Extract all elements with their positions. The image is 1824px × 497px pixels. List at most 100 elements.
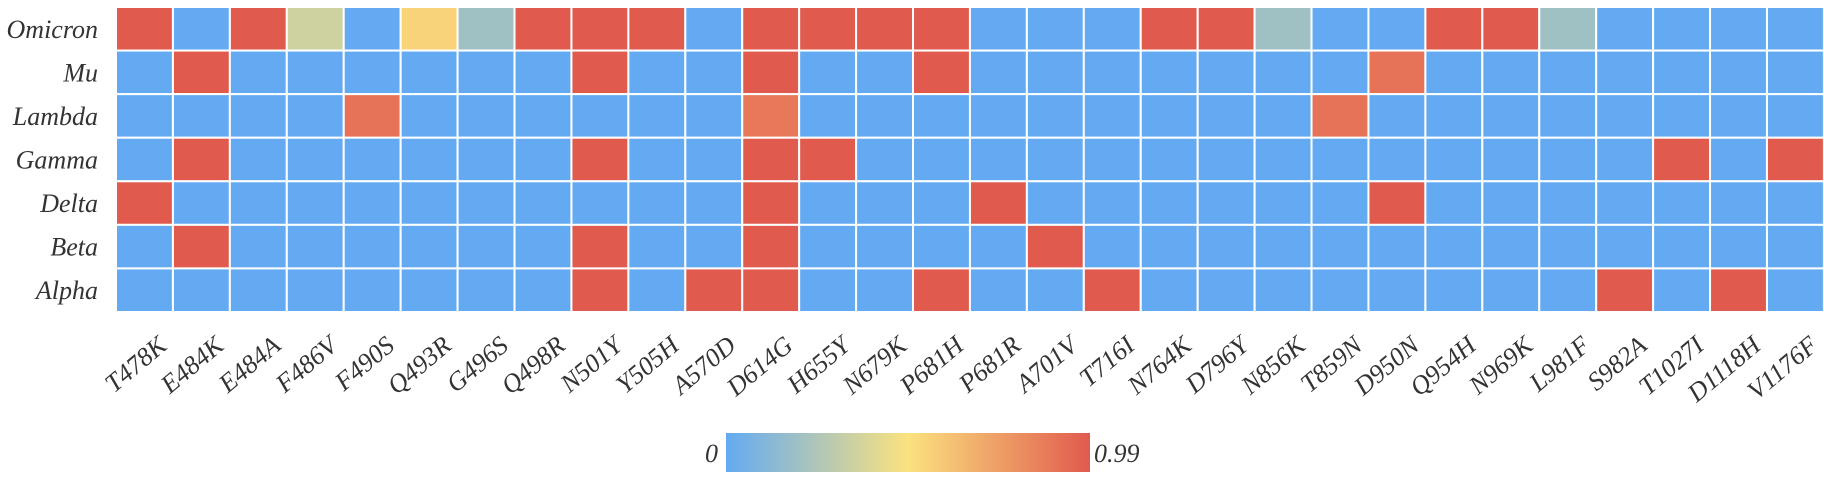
heatmap-cell-gamma-d614g [741,136,801,183]
column-label-e484a: E484A [212,330,286,398]
heatmap-cell-delta-p681h [912,180,971,226]
heatmap-cells [115,6,1824,313]
column-label-q498r: Q498R [496,330,571,400]
heatmap-cell-mu-d614g [741,49,801,96]
column-label-n856k: N856K [1235,329,1312,400]
heatmap-cell-delta-t716i [1082,180,1142,226]
heatmap-cell-gamma-e484a [228,136,288,183]
heatmap-cell-omicron-n764k [1139,6,1199,52]
heatmap-cell-lambda-t716i [1082,93,1142,139]
heatmap-cell-omicron-e484a [228,6,288,52]
heatmap-cell-gamma-t716i [1082,136,1142,183]
heatmap-cell-beta-f490s [342,223,402,270]
heatmap-cell-beta-t1027i [1652,223,1712,270]
heatmap-cell-gamma-l981f [1538,136,1598,183]
heatmap-cell-beta-n764k [1139,223,1199,270]
heatmap-cell-delta-d796y [1196,180,1256,226]
heatmap-cell-lambda-g496s [456,93,516,139]
heatmap-cell-alpha-g496s [456,267,516,313]
heatmap-cell-beta-a701v [1025,223,1085,270]
column-labels: T478KE484KE484AF486VF490SQ493RG496SQ498R… [99,328,1824,408]
heatmap-cell-beta-d614g [741,223,801,270]
heatmap-cell-lambda-n501y [570,93,630,139]
heatmap-cell-delta-q493r [399,180,459,226]
row-label-gamma: Gamma [16,146,98,175]
heatmap-cell-beta-t478k [115,223,174,270]
heatmap-cell-mu-n969k [1481,49,1541,96]
heatmap-cell-lambda-q493r [399,93,459,139]
heatmap-cell-alpha-s982a [1595,267,1655,313]
heatmap-cell-mu-q954h [1424,49,1484,96]
heatmap-cell-alpha-h655y [798,267,858,313]
heatmap-cell-lambda-e484a [228,93,288,139]
heatmap-cell-beta-d950n [1367,223,1427,270]
heatmap-cell-alpha-n679k [855,267,915,313]
heatmap-cell-omicron-p681r [968,6,1028,52]
heatmap-cell-lambda-d1118h [1709,93,1768,139]
heatmap-cell-mu-p681h [912,49,971,96]
heatmap-cell-delta-n764k [1139,180,1199,226]
column-label-q493r: Q493R [382,330,457,400]
heatmap-cell-beta-q493r [399,223,459,270]
column-label-p681h: P681H [893,330,970,401]
heatmap-cell-omicron-n679k [855,6,915,52]
heatmap-cell-delta-f490s [342,180,402,226]
heatmap-cell-mu-q493r [399,49,459,96]
column-label-n501y: N501Y [554,329,630,399]
heatmap-cell-delta-t859n [1310,180,1370,226]
heatmap-cell-gamma-h655y [798,136,858,183]
column-label-e484k: E484K [154,329,230,399]
heatmap-cell-omicron-l981f [1538,6,1598,52]
heatmap-cell-alpha-n856k [1253,267,1313,313]
heatmap-cell-delta-q498r [513,180,573,226]
heatmap-cell-gamma-p681h [912,136,971,183]
heatmap-cell-beta-g496s [456,223,516,270]
heatmap-cell-delta-y505h [627,180,687,226]
row-label-beta: Beta [50,233,98,262]
heatmap-cell-lambda-n856k [1253,93,1313,139]
heatmap-cell-beta-e484k [171,223,231,270]
heatmap-cell-mu-q498r [513,49,573,96]
heatmap-cell-gamma-p681r [968,136,1028,183]
heatmap-cell-alpha-q954h [1424,267,1484,313]
heatmap-cell-lambda-e484k [171,93,231,139]
heatmap-cell-alpha-d950n [1367,267,1427,313]
heatmap-cell-mu-n679k [855,49,915,96]
heatmap-cell-lambda-n764k [1139,93,1199,139]
heatmap-cell-beta-n679k [855,223,915,270]
heatmap-cell-omicron-n856k [1253,6,1313,52]
heatmap-cell-gamma-d1118h [1709,136,1768,183]
heatmap-cell-mu-l981f [1538,49,1598,96]
heatmap-cell-omicron-d1118h [1709,6,1768,52]
heatmap-cell-alpha-t859n [1310,267,1370,313]
heatmap-cell-lambda-q954h [1424,93,1484,139]
heatmap-cell-mu-f486v [285,49,345,96]
heatmap-cell-omicron-d950n [1367,6,1427,52]
column-label-l981f: L981F [1523,330,1596,398]
row-label-delta: Delta [39,189,98,218]
heatmap-cell-omicron-t859n [1310,6,1370,52]
heatmap-cell-mu-p681r [968,49,1028,96]
row-label-omicron: Omicron [7,15,98,44]
column-label-d614g: D614G [720,330,798,402]
heatmap-cell-lambda-h655y [798,93,858,139]
heatmap-cell-lambda-v1176f [1765,93,1824,139]
heatmap-cell-mu-a701v [1025,49,1085,96]
heatmap-cell-mu-e484k [171,49,231,96]
heatmap-cell-delta-e484a [228,180,288,226]
heatmap-cell-gamma-a570d [684,136,744,183]
heatmap-cell-lambda-p681h [912,93,971,139]
heatmap-cell-mu-d950n [1367,49,1427,96]
heatmap-cell-alpha-d614g [741,267,801,313]
heatmap-cell-beta-n856k [1253,223,1313,270]
heatmap-cell-delta-n969k [1481,180,1541,226]
heatmap-cell-alpha-q498r [513,267,573,313]
heatmap-cell-mu-t716i [1082,49,1142,96]
heatmap-cell-lambda-l981f [1538,93,1598,139]
heatmap-cell-gamma-q954h [1424,136,1484,183]
heatmap-cell-alpha-n764k [1139,267,1199,313]
column-label-t478k: T478K [99,329,173,398]
heatmap-cell-lambda-d614g [741,93,801,139]
heatmap-cell-delta-n501y [570,180,630,226]
heatmap-cell-beta-d1118h [1709,223,1768,270]
